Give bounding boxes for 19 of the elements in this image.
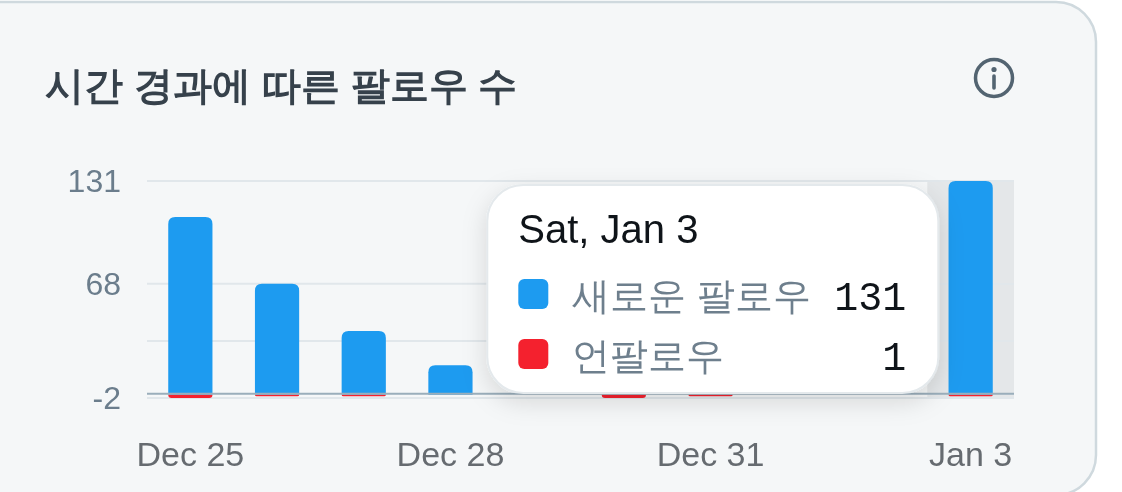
bar — [341, 331, 386, 395]
annotation: 1 — [882, 337, 907, 382]
bar — [168, 216, 213, 395]
y-tick-label: 131 — [67, 163, 121, 199]
bar — [601, 394, 646, 398]
bar — [428, 365, 473, 395]
x-tick-label: Dec 28 — [396, 435, 505, 473]
bar — [254, 283, 300, 395]
x-tick-label: Dec 31 — [656, 435, 765, 473]
legend-label: 언팔로우 — [572, 335, 725, 377]
chart-title: 시간 경과에 따른 팔로우 수 — [45, 64, 518, 107]
x-tick-label: Dec 25 — [136, 435, 245, 473]
legend-title: Sat, Jan 3 — [518, 207, 699, 251]
x-tick-label: Jan 3 — [929, 435, 1013, 473]
annotation: 131 — [834, 277, 907, 322]
legend-label: 새로운 팔로우 — [572, 275, 811, 317]
bar — [168, 394, 213, 398]
y-tick-label: 68 — [85, 265, 121, 302]
y-tick-label: -2 — [92, 380, 121, 416]
